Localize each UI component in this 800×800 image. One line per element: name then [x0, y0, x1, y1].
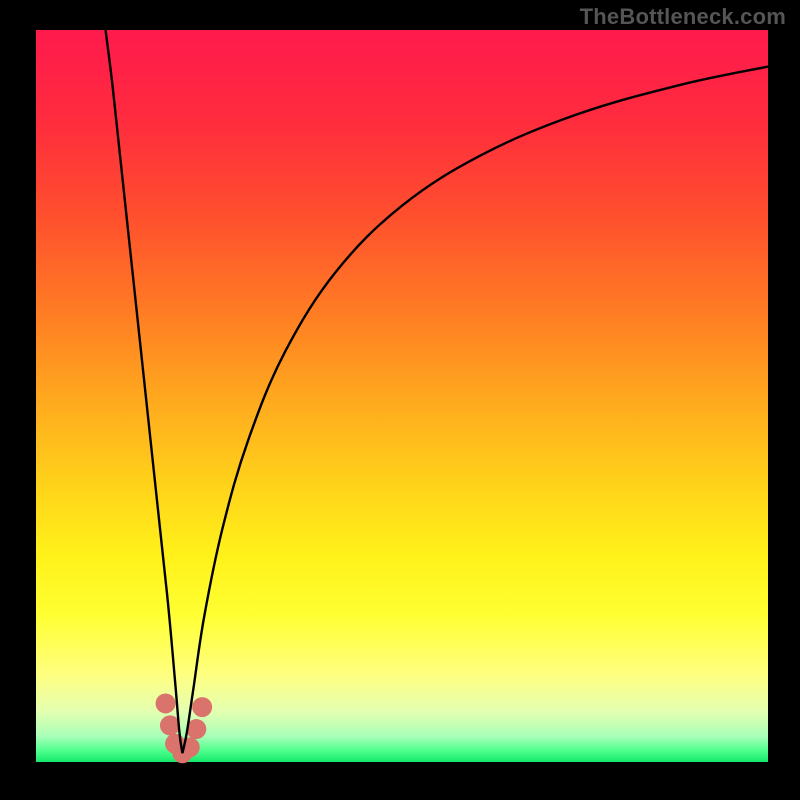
data-marker [192, 697, 212, 717]
data-marker [156, 693, 176, 713]
chart-root: TheBottleneck.com [0, 0, 800, 800]
bottleneck-chart [0, 0, 800, 800]
watermark-text: TheBottleneck.com [580, 4, 786, 30]
data-marker [160, 715, 180, 735]
